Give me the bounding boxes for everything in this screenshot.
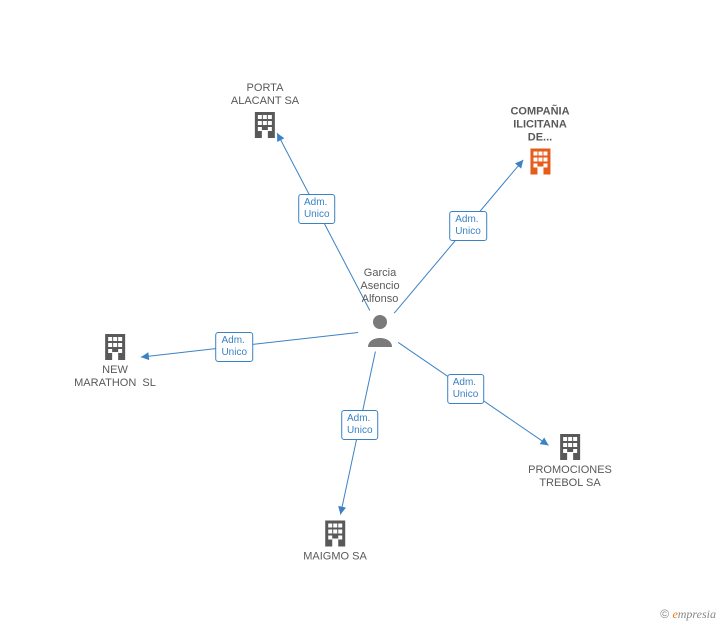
edge-arrow xyxy=(338,506,346,515)
person-icon xyxy=(365,313,395,347)
building-icon xyxy=(319,517,351,549)
brand-rest: mpresia xyxy=(678,607,716,621)
edge-label: Adm. Unico xyxy=(447,374,485,404)
building-icon xyxy=(524,145,556,177)
company-node: NEW MARATHON SL xyxy=(74,330,156,390)
building-icon xyxy=(99,330,131,362)
network-diagram: © empresia Garcia Asencio Alfonso PORTA A… xyxy=(0,0,728,630)
edge-label: Adm. Unico xyxy=(341,410,379,440)
edge-label: Adm. Unico xyxy=(215,332,253,362)
building-icon xyxy=(554,430,586,462)
company-node: COMPAÑIA ILICITANA DE... xyxy=(510,104,569,177)
company-node: MAIGMO SA xyxy=(303,517,367,564)
edge-label: Adm. Unico xyxy=(298,194,336,224)
building-icon xyxy=(249,108,281,140)
copyright-symbol: © xyxy=(660,607,669,621)
company-label: PORTA ALACANT SA xyxy=(231,82,299,108)
edge-label: Adm. Unico xyxy=(449,211,487,241)
center-person-label: Garcia Asencio Alfonso xyxy=(360,267,399,306)
company-label: COMPAÑIA ILICITANA DE... xyxy=(510,106,569,145)
company-node: PORTA ALACANT SA xyxy=(231,80,299,140)
company-label: PROMOCIONES TREBOL SA xyxy=(528,464,612,490)
company-label: NEW MARATHON SL xyxy=(74,364,156,390)
center-person-node xyxy=(365,313,395,347)
company-node: PROMOCIONES TREBOL SA xyxy=(528,430,612,490)
company-label: MAIGMO SA xyxy=(303,551,367,564)
copyright: © empresia xyxy=(660,607,716,622)
